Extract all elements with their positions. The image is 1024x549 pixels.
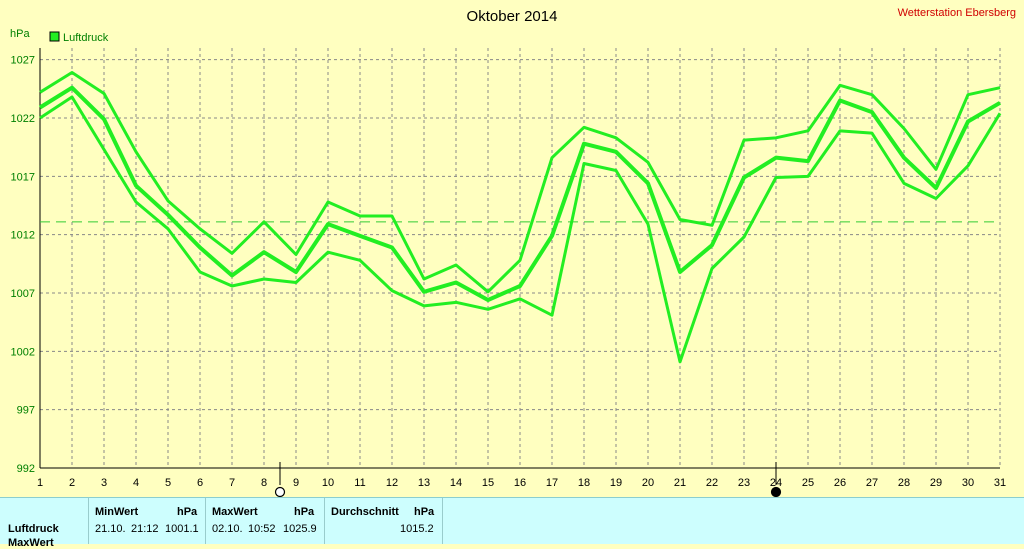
x-tick-label: 12 — [386, 477, 398, 489]
y-tick-label: 992 — [17, 463, 35, 475]
avg-value: 1015.2 — [400, 523, 434, 535]
y-tick-label: 1027 — [11, 55, 35, 67]
x-tick-label: 7 — [229, 477, 235, 489]
max-time: 10:52 — [248, 523, 276, 535]
max-value: 1025.9 — [283, 523, 317, 535]
legend-label: Luftdruck — [63, 32, 109, 44]
x-tick-label: 18 — [578, 477, 590, 489]
x-tick-label: 25 — [802, 477, 814, 489]
y-axis-unit: hPa — [10, 28, 30, 40]
x-tick-label: 10 — [322, 477, 334, 489]
max-date: 02.10. — [212, 523, 243, 535]
x-tick-label: 8 — [261, 477, 267, 489]
y-tick-label: 1012 — [11, 230, 35, 242]
y-tick-label: 1017 — [11, 171, 35, 183]
stats-row-label: Luftdruck — [8, 523, 59, 535]
min-column: MinWert hPa 21.10. 21:12 1001.1 — [88, 498, 205, 544]
grid — [40, 48, 1001, 469]
x-tick-label: 30 — [962, 477, 974, 489]
y-tick-label: 1007 — [11, 288, 35, 300]
max-column: MaxWert hPa 02.10. 10:52 1025.9 — [205, 498, 324, 544]
full-circle-icon — [770, 486, 782, 497]
x-tick-label: 5 — [165, 477, 171, 489]
x-tick-label: 11 — [354, 477, 365, 489]
x-tick-label: 31 — [994, 477, 1006, 489]
x-tick-label: 1 — [37, 477, 43, 489]
x-tick-label: 26 — [834, 477, 846, 489]
x-tick-label: 22 — [706, 477, 718, 489]
y-tick-label: 1022 — [11, 113, 35, 125]
x-tick-label: 13 — [418, 477, 430, 489]
x-tick-label: 21 — [674, 477, 686, 489]
series-line-1 — [39, 71, 1001, 294]
x-tick-label: 19 — [610, 477, 622, 489]
station-name: Wetterstation Ebersberg — [898, 7, 1016, 19]
x-tick-label: 16 — [514, 477, 526, 489]
series-lines — [38, 71, 1002, 364]
x-tick-label: 6 — [197, 477, 203, 489]
x-tick-label: 28 — [898, 477, 910, 489]
x-tick-label: 15 — [482, 477, 494, 489]
x-tick-label: 29 — [930, 477, 942, 489]
series-line-3 — [39, 95, 1002, 364]
x-tick-label: 2 — [69, 477, 75, 489]
min-value: 1001.1 — [165, 523, 199, 535]
max-label: MaxWert — [212, 506, 258, 518]
y-tick-label: 1002 — [11, 346, 35, 358]
x-tick-label: 27 — [866, 477, 878, 489]
avg-label: Durchschnitt — [331, 506, 399, 518]
stats-panel: Luftdruck MaxWert MinWert hPa 21.10. 21:… — [0, 497, 1024, 549]
chart-title: Oktober 2014 — [467, 8, 558, 25]
min-date: 21.10. — [95, 523, 126, 535]
x-tick-label: 3 — [101, 477, 107, 489]
min-time: 21:12 — [131, 523, 159, 535]
stats-row-label-2: MaxWert — [8, 537, 54, 549]
x-tick-label: 9 — [293, 477, 299, 489]
markers — [274, 462, 782, 497]
x-tick-label: 17 — [546, 477, 558, 489]
x-tick-label: 14 — [450, 477, 462, 489]
avg-column: Durchschnitt hPa 1015.2 — [324, 498, 443, 544]
pressure-chart: Oktober 2014 Wetterstation Ebersberg hPa… — [10, 7, 1016, 497]
open-circle-icon — [274, 486, 286, 497]
min-label: MinWert — [95, 506, 139, 518]
min-unit: hPa — [177, 506, 198, 518]
y-tick-label: 997 — [17, 405, 35, 417]
max-unit: hPa — [294, 506, 315, 518]
legend-swatch — [49, 31, 60, 42]
x-tick-label: 23 — [738, 477, 750, 489]
x-tick-label: 20 — [642, 477, 654, 489]
series-line-2 — [38, 85, 1002, 302]
avg-unit: hPa — [414, 506, 435, 518]
x-tick-label: 4 — [133, 477, 139, 489]
